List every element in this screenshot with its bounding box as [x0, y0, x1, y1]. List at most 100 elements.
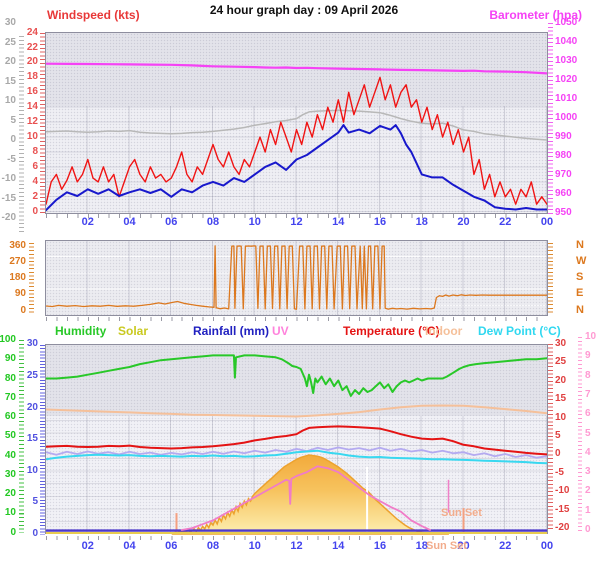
compass-letter: N: [576, 238, 584, 251]
axis-tick-label: 40: [4, 449, 16, 461]
axis-tick-label: 30: [4, 468, 16, 480]
axis-tick-label: 1: [585, 504, 591, 516]
rainfall-axis: 30 25 20 15 10 5 0: [22, 0, 38, 561]
axis-tick-label: 50: [4, 430, 16, 442]
sunset-label-chart: Sun Set: [441, 507, 482, 519]
time-ruler-middle: [46, 317, 547, 321]
axis-tick-label: 6: [585, 408, 591, 420]
axis-tick-label: 8: [585, 369, 591, 381]
axis-tick-label: 70: [4, 391, 16, 403]
axis-tick-label: 80: [4, 372, 16, 384]
axis-tick-label: 10: [585, 331, 597, 342]
axis-tick-label: 1040: [555, 36, 578, 47]
uv-axis-ruler: [578, 337, 582, 531]
axis-tick-label: -20: [555, 522, 570, 533]
axis-tick-label: 0: [32, 205, 38, 217]
legend-item-temperature-c: Temperature (°C): [343, 324, 440, 338]
barometer-axis-title: Barometer (hpa): [489, 8, 582, 22]
axis-tick-label: 9: [585, 350, 591, 362]
axis-tick-label: 90: [4, 353, 16, 365]
compass-letter: N: [576, 303, 584, 316]
axis-tick-label: 25: [26, 369, 38, 381]
axis-tick-label: 10: [4, 507, 16, 519]
axis-tick-label: 1030: [555, 55, 578, 66]
axis-tick-label: -20: [1, 212, 16, 223]
axis-tick-label: 4: [32, 175, 38, 187]
axis-tick-label: -10: [1, 173, 16, 184]
time-label: 06: [165, 216, 178, 228]
temperature-axis-ruler: [548, 344, 553, 529]
legend-item-solar: Solar: [118, 324, 149, 338]
legend-item-dew-point-c: Dew Point (°C): [478, 324, 561, 338]
time-label: 02: [81, 216, 94, 228]
time-label: 16: [373, 216, 387, 228]
barometer-axis-ruler: [548, 23, 553, 214]
axis-tick-label: 20: [555, 374, 567, 386]
axis-tick-label: 1050: [555, 17, 578, 28]
axis-tick-label: -15: [555, 503, 570, 515]
time-label: 08: [206, 216, 220, 228]
axis-tick-label: 980: [555, 150, 572, 161]
uv-axis: 10 9 8 7 6 5 4 3 2 1 0: [585, 0, 605, 561]
axis-tick-label: 0: [20, 304, 26, 316]
compass-letter: W: [576, 254, 587, 267]
time-label: 22: [499, 540, 512, 552]
axis-tick-label: 0: [10, 526, 16, 538]
legend: Humidity Solar Rainfall (mm) UV Temperature …: [0, 324, 608, 338]
axis-tick-label: 970: [555, 169, 572, 180]
axis-tick-label: 0: [10, 134, 16, 145]
time-label: 20: [457, 216, 470, 228]
axis-tick-label: 15: [26, 433, 38, 445]
humidity-axis: 100 90 80 70 60 50 40 30 20 10 0: [0, 0, 16, 561]
axis-tick-label: 60: [4, 411, 16, 423]
time-label: 10: [248, 540, 261, 552]
axis-tick-label: 10: [26, 131, 38, 143]
time-label: 10: [248, 216, 261, 228]
time-label: 06: [165, 540, 178, 552]
axis-tick-label: -5: [7, 153, 16, 165]
axis-tick-label: 20: [26, 401, 38, 413]
wind-dir-left-ruler: [29, 243, 34, 313]
axis-tick-label: 1010: [555, 93, 578, 104]
axis-tick-label: 22: [26, 41, 38, 53]
time-label: 14: [332, 216, 345, 228]
time-label: 02: [81, 540, 94, 552]
wind-direction-axis: 360 270 180 90 0: [2, 0, 26, 561]
axis-tick-label: -5: [555, 466, 564, 478]
time-label: 00: [540, 216, 554, 228]
gray-temp-axis-ruler: [19, 36, 24, 232]
axis-tick-label: 8: [32, 146, 38, 157]
axis-tick-label: 24: [26, 26, 38, 38]
axis-tick-label: 950: [555, 207, 572, 218]
axis-tick-label: 5: [10, 114, 16, 126]
axis-tick-label: 180: [9, 272, 26, 283]
sunset-label-axis: Sun Set: [426, 540, 467, 552]
legend-item-indoor: Indoor: [425, 324, 463, 338]
axis-tick-label: 4: [585, 446, 591, 458]
compass-letter: E: [576, 287, 584, 300]
axis-tick-label: 0: [585, 524, 591, 535]
time-label: 04: [123, 216, 136, 228]
axis-tick-label: 960: [555, 188, 572, 199]
axis-tick-label: 12: [26, 116, 38, 128]
axis-tick-label: 2: [32, 190, 38, 202]
axis-tick-label: 3: [585, 466, 591, 478]
axis-tick-label: -10: [555, 485, 570, 497]
wind-dir-right-ruler: [548, 243, 553, 313]
time-label: 18: [415, 216, 428, 228]
axis-tick-label: 18: [26, 71, 38, 83]
time-label: 12: [290, 216, 303, 228]
axis-tick-label: 7: [585, 388, 591, 400]
temperature-axis: 30 25 20 15 10 5 0 -5 -10 -15 -20: [555, 0, 583, 561]
axis-tick-label: 1000: [555, 112, 578, 123]
axis-tick-label: 10: [4, 95, 16, 106]
axis-tick-label: 30: [26, 338, 38, 350]
legend-item-uv: UV: [272, 324, 289, 338]
gray-temp-axis: 30 25 20 15 10 5 0 -5 -10 -15 -20: [0, 0, 16, 561]
axis-tick-label: 14: [26, 101, 38, 113]
axis-tick-label: 270: [9, 255, 26, 267]
time-label: 22: [499, 216, 512, 228]
